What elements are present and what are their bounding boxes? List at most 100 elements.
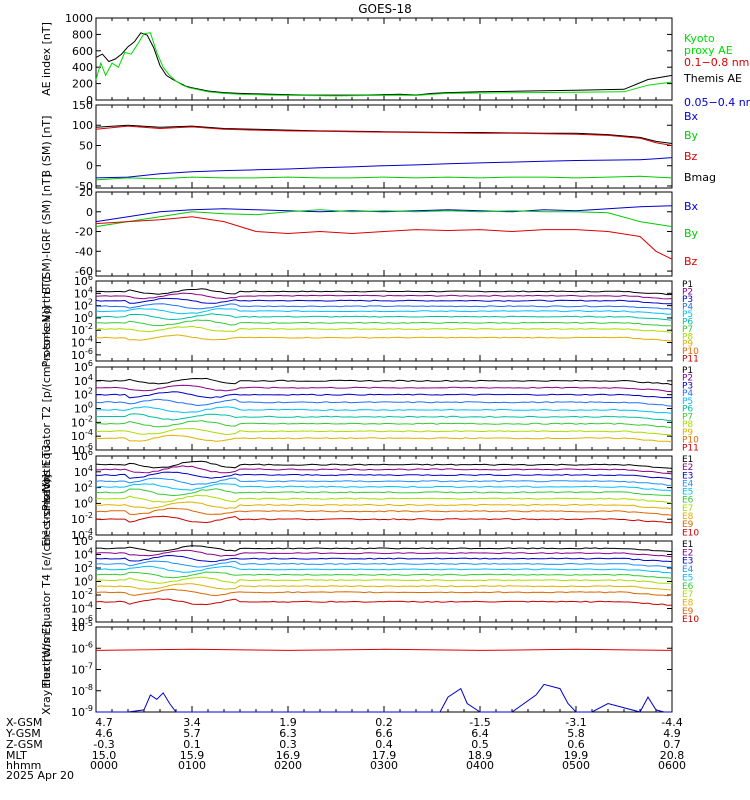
y-tick-exponent: -8	[85, 683, 93, 692]
y-tick-label: 100	[72, 119, 93, 132]
y-tick-exponent: -2	[85, 587, 93, 596]
y-tick-label: 102	[74, 480, 93, 495]
series-line-E2	[95, 549, 673, 558]
panel-frame	[95, 17, 673, 101]
legend-entry: E10	[682, 615, 699, 625]
y-axis-label: AE index [nT]	[40, 22, 53, 96]
legend-entry: P10	[682, 436, 699, 446]
legend-entry: E8	[682, 598, 694, 608]
series-line-E4	[95, 477, 672, 486]
legend-entry: E2	[682, 463, 693, 473]
series-line-E8	[95, 501, 673, 510]
legend-entry: E9	[682, 520, 694, 530]
series-line-P6	[96, 313, 673, 321]
legend-entry: E5	[682, 488, 693, 498]
y-tick-label: 10-5	[71, 619, 93, 634]
x-row-value: -3.1	[565, 716, 586, 729]
legend-entry: Kyoto	[684, 32, 715, 45]
y-tick-label: -60	[75, 265, 93, 278]
legend-entry: P3	[682, 295, 693, 305]
x-row-value: 0.1	[183, 738, 201, 751]
legend-entry: P1	[682, 280, 693, 290]
y-tick-label: 50	[79, 139, 93, 152]
legend-entry: Bx	[684, 110, 699, 123]
series-line-By	[95, 209, 673, 228]
legend-entry: P11	[682, 443, 699, 453]
x-row-value: 0200	[274, 759, 302, 772]
x-row-value: 15.0	[92, 749, 117, 762]
legend-entry: P4	[682, 389, 693, 399]
y-tick-exponent: 4	[88, 464, 93, 473]
x-row-label: Y-GSM	[5, 727, 41, 740]
legend-entry: P10	[682, 347, 699, 357]
legend-entry: E6	[682, 496, 694, 506]
legend-entry: proxy AE	[684, 44, 733, 57]
legend-entry: P5	[682, 397, 693, 407]
y-tick-label: 150	[72, 99, 93, 112]
series-line-E4	[95, 560, 673, 568]
y-tick-label: 20	[79, 186, 93, 199]
x-row-value: -1.5	[469, 716, 490, 729]
x-row-value: 5.7	[183, 727, 201, 740]
date-label: 2025 Apr 20	[6, 769, 74, 782]
panel-2: 150 100 50 0 -50 B (SM) [nT] Bx By Bz Bmag	[40, 99, 716, 193]
legend-entry: E1	[682, 455, 693, 465]
y-tick-exponent: 0	[88, 401, 93, 410]
series-line-E2	[95, 465, 673, 475]
series-line-By	[95, 175, 673, 181]
y-tick-exponent: -4	[85, 527, 93, 536]
series-line-P3	[96, 391, 673, 399]
legend-entry: E7	[682, 590, 693, 600]
legend-entry: E2	[682, 548, 693, 558]
legend-entry: P8	[682, 420, 693, 430]
series-line-Themis-AE	[95, 32, 673, 96]
y-tick-exponent: -6	[85, 442, 93, 451]
x-axis-table: X-GSM 4.7 3.4 1.9 0.2 -1.5 -3.1 -4.4 Y-GSM 4.6 5.7…	[5, 716, 686, 782]
series-line-P8	[95, 427, 673, 436]
x-row-label: hhmm	[6, 759, 41, 772]
y-tick-label: 10-8	[71, 683, 93, 698]
y-tick-exponent: -2	[85, 511, 93, 520]
y-tick-exponent: -6	[85, 614, 93, 623]
y-tick-label: 106	[74, 448, 93, 463]
series-line-P2	[95, 292, 673, 300]
legend-entry: E6	[682, 582, 694, 592]
y-tick-label: 0	[86, 160, 93, 173]
series-line-E8	[95, 583, 673, 591]
legend-entry: P7	[682, 412, 693, 422]
legend-entry: P2	[682, 287, 693, 297]
y-tick-exponent: 0	[88, 574, 93, 583]
legend-entry: P7	[682, 325, 693, 335]
y-tick-exponent: -5	[85, 619, 93, 628]
series-line-P4	[96, 303, 673, 310]
legend-entry: P8	[682, 332, 693, 342]
x-row-value: 0.6	[567, 738, 585, 751]
y-tick-label: 10-4	[71, 428, 93, 443]
x-row-value: 0600	[658, 759, 686, 772]
series-line-P6	[95, 413, 673, 422]
series-line-0-05-0-4-nm	[96, 683, 672, 713]
legend-entry: P9	[682, 428, 693, 438]
y-tick-exponent: 4	[88, 285, 93, 294]
legend-entry: 0.1−0.8 nm	[684, 56, 749, 69]
y-tick-label: 102	[74, 387, 93, 402]
x-row-value: 0.5	[471, 738, 489, 751]
y-tick-label: 100	[74, 495, 93, 510]
y-tick-exponent: -2	[85, 322, 93, 331]
series-line-P5	[95, 406, 673, 414]
series-line-E9	[95, 507, 673, 516]
y-axis-label: B (SM)-IGRF (SM) [nT]	[40, 174, 53, 294]
series-line-E5	[95, 483, 673, 492]
series-line-P9	[95, 334, 673, 342]
x-row-label: X-GSM	[6, 716, 42, 729]
y-tick-exponent: -7	[85, 662, 93, 671]
legend-entry: P3	[682, 381, 693, 391]
legend-entry: E3	[682, 471, 693, 481]
x-row-value: 6.6	[375, 727, 393, 740]
series-line-P1	[95, 288, 673, 296]
y-tick-label: 10-6	[71, 640, 93, 655]
series-line-E9	[95, 588, 673, 597]
